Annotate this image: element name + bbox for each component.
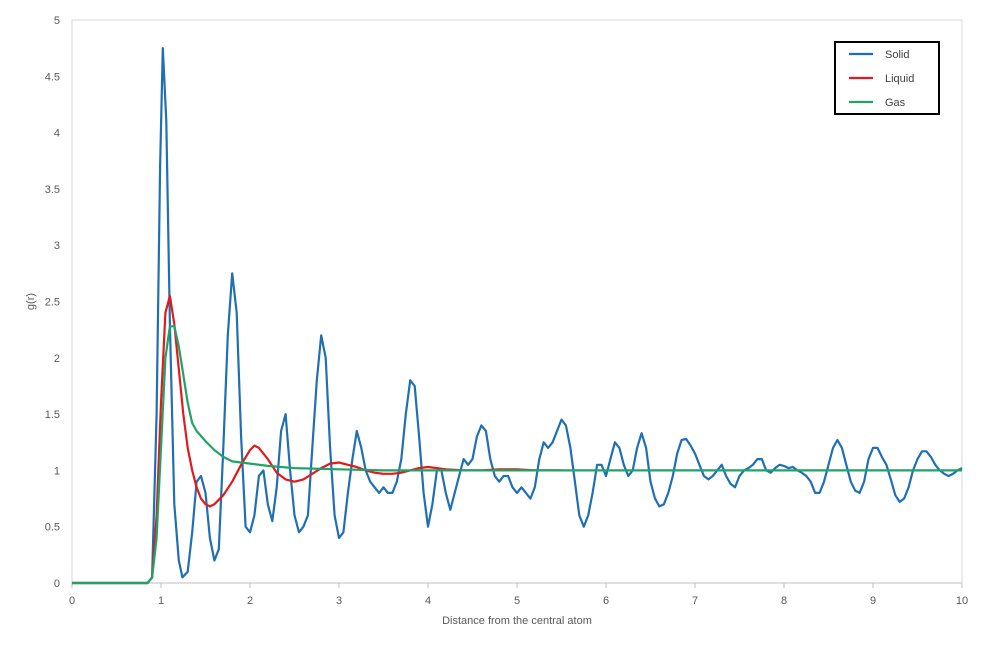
y-axis: 0 0.5 1 1.5 2 2.5 3 3.5 4 4.5 5: [45, 15, 60, 590]
x-tick-label: 5: [514, 595, 520, 607]
legend: Solid Liquid Gas: [834, 41, 940, 115]
y-tick-label: 2: [54, 353, 60, 365]
y-tick-label: 5: [54, 15, 60, 27]
y-axis-title: g(r): [25, 293, 37, 310]
legend-label: Gas: [885, 97, 906, 109]
series-layer: [72, 47, 963, 585]
y-tick-label: 0.5: [45, 522, 60, 534]
y-tick-label: 1.5: [45, 409, 60, 421]
y-tick-label: 3: [54, 240, 60, 252]
legend-label: Liquid: [885, 73, 914, 85]
y-tick-label: 1: [54, 465, 60, 477]
x-tick-label: 9: [870, 595, 876, 607]
x-tick-label: 2: [247, 595, 253, 607]
y-tick-label: 0: [54, 578, 60, 590]
x-tick-label: 4: [425, 595, 431, 607]
legend-label: Solid: [885, 49, 909, 61]
y-tick-label: 4: [54, 128, 60, 140]
x-tick-label: 0: [69, 595, 75, 607]
x-tick-label: 7: [692, 595, 698, 607]
x-tick-label: 3: [336, 595, 342, 607]
x-tick-label: 1: [158, 595, 164, 607]
x-tick-label: 6: [603, 595, 609, 607]
y-tick-label: 2.5: [45, 297, 60, 309]
y-tick-label: 4.5: [45, 71, 60, 83]
x-axis: 0 1 2 3 4 5 6 7 8 9 10: [69, 583, 968, 607]
series-line-solid: [72, 47, 963, 585]
x-axis-title: Distance from the central atom: [442, 615, 592, 627]
series-line-gas: [72, 325, 962, 585]
x-tick-label: 10: [956, 595, 968, 607]
y-tick-label: 3.5: [45, 184, 60, 196]
series-line-liquid: [72, 294, 562, 585]
x-tick-label: 8: [781, 595, 787, 607]
